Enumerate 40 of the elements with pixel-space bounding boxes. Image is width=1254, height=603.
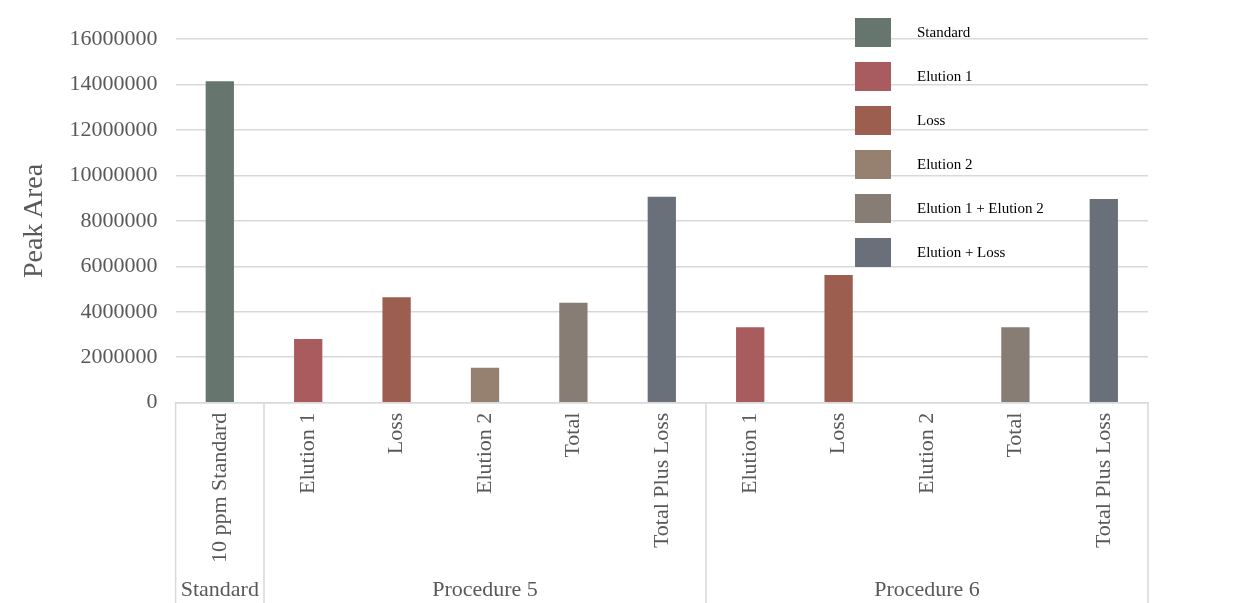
x-tick-label: Total (1001, 412, 1027, 458)
y-axis-title: Peak Area (17, 163, 49, 279)
y-tick-label: 12000000 (69, 115, 158, 141)
bar (647, 196, 676, 402)
x-tick-label: Loss (382, 412, 408, 455)
y-tick-label: 2000000 (80, 343, 158, 369)
x-tick-label: Elution 2 (470, 412, 496, 494)
x-tick-label: Total Plus Loss (1089, 412, 1115, 549)
y-tick-label: 0 (146, 388, 158, 414)
legend-label: Elution + Loss (917, 243, 1006, 261)
bar (824, 275, 853, 402)
bar (1089, 198, 1118, 402)
x-tick-label: Elution 1 (293, 412, 319, 494)
y-tick-label: 16000000 (69, 24, 158, 50)
x-tick-label: Elution 2 (912, 412, 938, 494)
legend-label: Elution 1 + Elution 2 (917, 199, 1044, 217)
legend-label: Loss (917, 111, 946, 129)
text: Procedure 5 (432, 575, 538, 601)
legend-label: Elution 1 (917, 67, 973, 85)
text: Standard (180, 575, 259, 601)
y-tick-label: 4000000 (80, 297, 158, 323)
x-tick-label: Loss (824, 412, 850, 455)
x-tick-label: Elution 1 (735, 412, 761, 494)
bar (470, 367, 500, 402)
bar (205, 81, 234, 402)
x-tick-label: Total Plus Loss (647, 412, 673, 549)
bar (559, 302, 588, 402)
legend-label: Standard (917, 23, 971, 41)
legend-label: Elution 2 (917, 155, 973, 173)
y-tick-label: 14000000 (69, 70, 158, 96)
y-tick-label: 6000000 (80, 252, 158, 278)
x-tick-label: Total (559, 412, 585, 458)
x-tick-label: 10 ppm Standard (205, 412, 231, 564)
bar (382, 297, 411, 402)
y-tick-label: 10000000 (69, 161, 158, 187)
bar (1001, 327, 1030, 402)
y-tick-label: 8000000 (80, 206, 158, 232)
text: Procedure 6 (874, 575, 980, 601)
bar (294, 339, 323, 402)
bar (736, 327, 765, 402)
